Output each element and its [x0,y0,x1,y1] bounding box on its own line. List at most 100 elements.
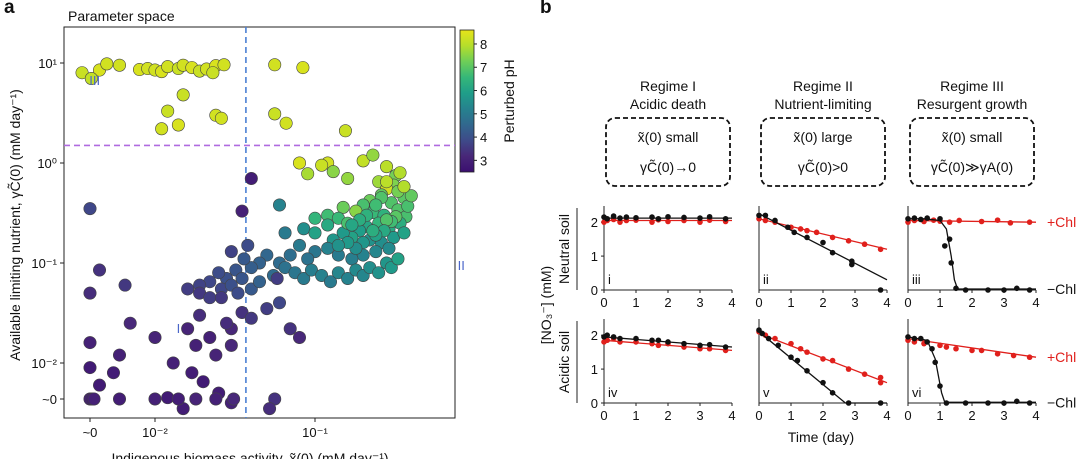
scatter-point [171,392,185,406]
data-point-plus-chl [1010,352,1017,359]
scatter-point [270,271,284,285]
scatter-point [404,189,418,203]
data-point-minus-chl [918,335,924,342]
scatter-point [214,291,228,305]
series-line-minus-chl [758,331,887,404]
data-point-minus-chl [633,214,639,221]
scatter-point [237,252,251,266]
scatter-point [235,271,249,285]
data-point-minus-chl [937,383,943,389]
data-point-minus-chl [877,400,884,406]
scatter-point [93,263,107,277]
x-tick-label: 3 [1000,295,1007,310]
scatter-point [397,226,411,240]
scatter-point [341,271,355,285]
y-tick-label: 1 [591,362,598,377]
colorbar-tick-label: 5 [480,107,487,122]
scatter-point [161,391,175,405]
data-point-minus-chl [911,335,918,342]
x-tick-label: 3 [1000,408,1007,423]
data-point-plus-chl [978,347,985,354]
scatter-point [380,175,394,189]
region-label: I [177,321,181,336]
data-point-minus-chl [788,354,794,361]
data-point-minus-chl [759,330,765,337]
data-point-minus-chl [905,215,911,222]
scatter-point [279,116,293,130]
y-tick-label: 0 [591,283,598,298]
colorbar-tick-label: 6 [480,84,487,99]
x-tick-label: 0 [755,408,762,423]
series-line-minus-chl [907,336,1036,403]
data-point-minus-chl [937,215,943,222]
data-point-plus-chl [804,227,810,234]
data-point-plus-chl [877,379,884,386]
scatter-point [308,226,322,240]
data-point-minus-chl [905,334,911,340]
regime-subtitle: Resurgent growth [917,96,1028,112]
scatter-point [113,392,127,406]
scatter-point [273,296,287,310]
scatter-point [189,338,203,352]
regime-condition-1: x̃(0) small [638,129,699,145]
regime-line-charts: Regime I Acidic death x̃(0) small γC̃(0)→0 R… [538,78,1076,445]
data-point-plus-chl [845,238,852,244]
x-tick-label: 4 [883,408,890,423]
data-point-minus-chl [697,215,703,221]
scatter-point [123,316,137,330]
scatter-point [181,322,195,336]
data-point-minus-chl [1026,400,1033,406]
scatter-point [382,241,396,255]
data-point-plus-chl [845,366,852,372]
data-point-minus-chl [953,285,959,292]
y-tick-label: 10⁻² [31,356,57,371]
regime-subtitle: Nutrient-limiting [774,96,871,112]
x-tick-label: 4 [728,295,735,310]
data-point-minus-chl [794,357,801,364]
x-tick-label: 4 [728,408,735,423]
scatter-point [304,263,318,277]
scatter-point [244,282,258,296]
data-point-minus-chl [649,337,655,344]
data-point-plus-chl [804,349,810,355]
data-point-minus-chl [617,215,623,221]
y-tick-label: 2 [591,215,598,230]
regime-title: Regime III [940,78,1004,94]
panel-index-label: iii [912,272,921,287]
scatter-point [118,278,132,292]
scatter-point [297,271,311,285]
regime-condition-box [605,117,731,187]
data-point-plus-chl [946,219,953,225]
y-tick-label: 1 [591,249,598,264]
scatter-point [203,291,217,305]
data-point-minus-chl [849,261,855,268]
data-point-minus-chl [829,390,836,396]
scatter-point [292,330,306,344]
scatter-point [283,322,297,336]
chart-title: Parameter space [68,8,175,24]
data-point-minus-chl [820,379,826,386]
scatter-point [241,238,255,252]
data-point-minus-chl [665,213,671,220]
series-line-minus-chl [908,218,1036,290]
data-point-minus-chl [706,213,713,220]
scatter-point [235,204,249,218]
panel-index-label: i [608,272,611,287]
data-point-plus-chl [861,371,868,377]
scatter-point [380,213,394,227]
scatter-point [217,58,231,72]
scatter-points [75,57,418,416]
scatter-point [273,198,287,212]
data-point-plus-chl [617,219,623,225]
data-point-minus-chl [820,239,826,246]
y-tick-label: 2 [591,328,598,343]
x-tick-label: 2 [664,295,671,310]
data-point-minus-chl [932,359,938,366]
data-point-minus-chl [604,215,610,222]
scatter-point [301,252,315,266]
data-point-plus-chl [813,229,820,236]
x-tick-label: 0 [904,295,911,310]
data-point-plus-chl [1026,219,1033,225]
x-tick-label: 4 [1032,295,1039,310]
